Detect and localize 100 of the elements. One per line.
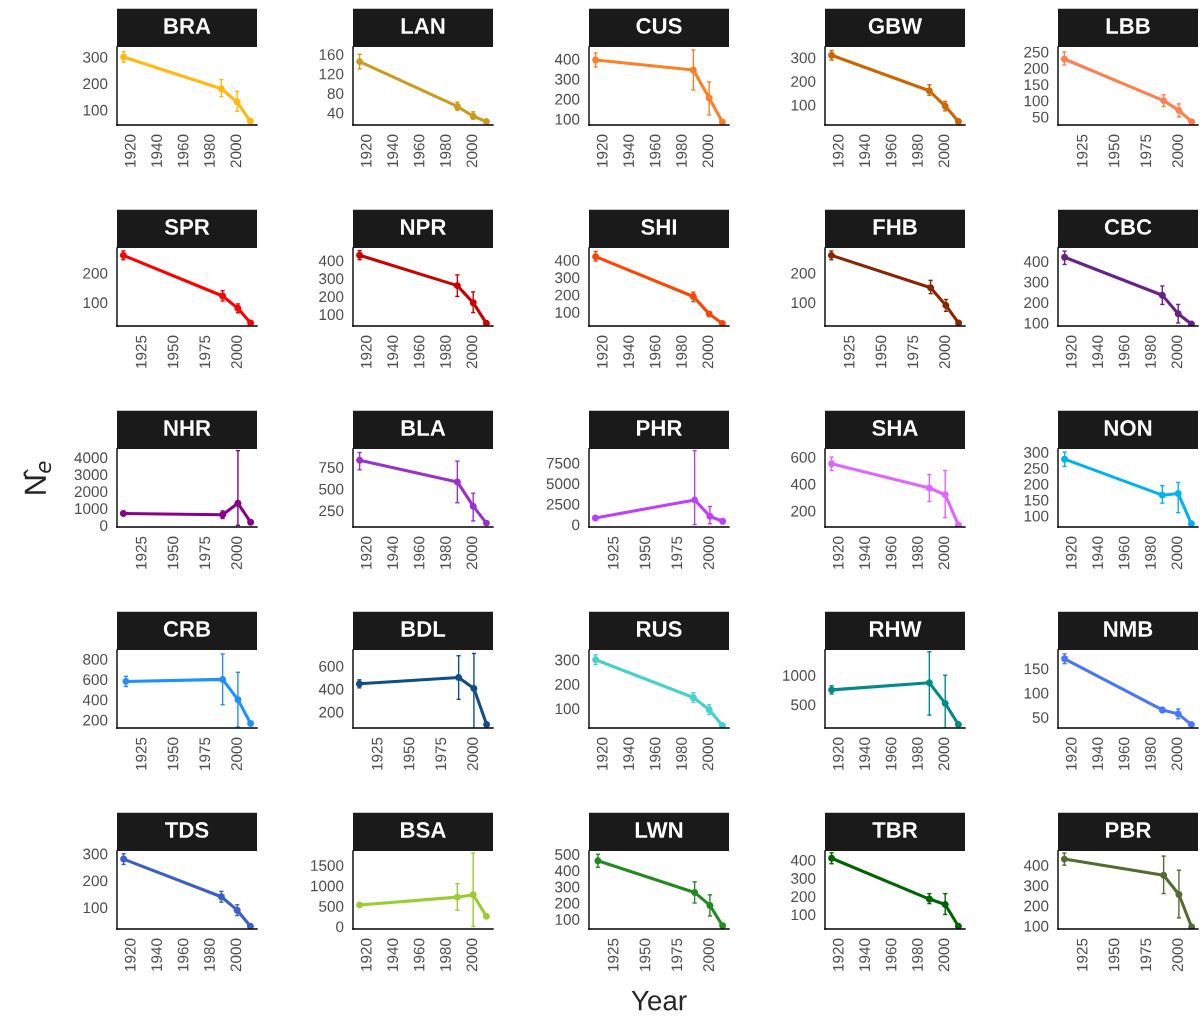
x-tick-label: 2000: [1171, 536, 1183, 570]
x-tick-label: 1960: [413, 536, 425, 569]
x-tick-label: 2000: [231, 335, 243, 369]
chart-title: LBB: [1106, 18, 1150, 34]
x-tick-label: 1980: [440, 536, 451, 569]
y-axis-title: N̂$_{e}$: [23, 461, 52, 494]
x-tick-label: 1920: [124, 938, 136, 971]
y-tick-label: 3000: [74, 469, 108, 481]
y-tick-label: 600: [319, 660, 344, 672]
x-tick-label: 2000: [230, 938, 242, 972]
y-tick-label: 600: [83, 674, 108, 686]
y-tick-label: 200: [83, 875, 108, 887]
chart-title: BLA: [401, 420, 446, 436]
x-tick-label: 1960: [1118, 737, 1130, 770]
x-tick-label: 1960: [885, 134, 897, 167]
chart-title: RUS: [637, 621, 682, 637]
x-tick-label: 1980: [1145, 335, 1156, 368]
x-tick-label: 2000: [939, 335, 951, 369]
y-tick-label: 0: [336, 921, 344, 933]
chart-title: FHB: [873, 219, 917, 235]
y-tick-label: 200: [1024, 62, 1049, 74]
y-tick-label: 100: [555, 703, 580, 715]
x-tick-label: 2000: [466, 134, 478, 168]
x-tick-label: 1950: [403, 737, 415, 770]
x-tick-label: 1925: [1076, 938, 1088, 971]
chart-title: TDS: [165, 822, 209, 838]
chart-title: PBR: [1106, 822, 1151, 838]
chart-title: NHR: [164, 420, 211, 436]
x-tick-label: 2000: [938, 134, 950, 168]
x-tick-label: 1940: [387, 536, 399, 569]
y-tick-label: 200: [555, 93, 580, 105]
x-tick-label: 2000: [467, 737, 479, 771]
x-tick-label: 1975: [199, 335, 211, 368]
y-tick-label: 100: [83, 104, 108, 116]
x-tick-label: 1920: [124, 134, 136, 167]
y-tick-label: 500: [319, 483, 344, 495]
y-tick-label: 5000: [546, 478, 580, 490]
x-tick-label: 1940: [387, 335, 399, 368]
x-tick-label: 1925: [135, 737, 147, 770]
y-tick-label: 200: [555, 289, 580, 301]
x-tick-label: 1920: [832, 737, 844, 770]
y-tick-label: 400: [1023, 256, 1049, 268]
y-tick-label: 150: [1024, 79, 1049, 91]
y-tick-label: 200: [1024, 478, 1049, 490]
y-tick-label: 1000: [75, 503, 108, 515]
x-tick-label: 1950: [639, 938, 651, 971]
y-tick-label: 200: [791, 505, 816, 517]
y-tick-label: 100: [1024, 510, 1049, 522]
x-tick-label: 1920: [832, 536, 844, 569]
chart-title: BRA: [164, 18, 211, 34]
y-tick-label: 200: [791, 76, 816, 87]
y-tick-label: 2000: [74, 486, 108, 498]
x-tick-label: 1980: [676, 134, 687, 167]
chart-title: NPR: [401, 219, 446, 235]
y-tick-label: 400: [554, 53, 580, 65]
x-tick-label: 1960: [413, 134, 425, 167]
x-tick-label: 1980: [1145, 536, 1156, 569]
x-tick-label: 2000: [466, 938, 478, 972]
x-tick-label: 1920: [360, 938, 372, 971]
y-tick-label: 2500: [546, 498, 580, 510]
x-tick-label: 1960: [413, 938, 425, 971]
y-tick-label: 150: [1024, 663, 1049, 675]
y-tick-label: 100: [83, 902, 108, 914]
x-tick-label: 1940: [151, 938, 163, 971]
y-tick-label: 300: [555, 654, 580, 666]
y-tick-label: 400: [790, 854, 816, 866]
x-tick-label: 1980: [676, 335, 687, 368]
y-tick-label: 400: [554, 255, 580, 266]
y-tick-label: 120: [319, 68, 344, 80]
x-tick-label: 1925: [843, 335, 855, 368]
chart-title: SPR: [164, 219, 210, 235]
y-tick-label: 4000: [74, 452, 108, 464]
y-tick-label: 500: [319, 901, 344, 912]
y-tick-label: 100: [83, 297, 108, 309]
x-tick-label: 1975: [671, 938, 683, 971]
x-tick-label: 1960: [177, 134, 189, 167]
x-tick-label: 1960: [1118, 536, 1130, 569]
y-tick-label: 0: [572, 519, 580, 531]
y-tick-label: 100: [555, 307, 580, 318]
x-tick-label: 1920: [832, 134, 844, 167]
y-tick-label: 100: [791, 909, 816, 921]
x-tick-label: 1940: [623, 335, 635, 368]
x-tick-label: 2000: [938, 938, 950, 972]
x-tick-label: 1925: [607, 536, 619, 569]
chart-title: NMB: [1104, 621, 1153, 637]
x-tick-label: 2000: [230, 134, 242, 168]
x-tick-label: 1940: [1092, 737, 1104, 770]
x-tick-label: 1980: [912, 938, 923, 971]
y-tick-label: 600: [791, 451, 816, 463]
y-tick-label: 1000: [783, 670, 816, 681]
x-tick-label: 1920: [360, 134, 372, 167]
chart-title: SHI: [641, 219, 677, 235]
chart-title: GBW: [868, 18, 923, 34]
x-tick-label: 1980: [912, 737, 923, 770]
x-tick-label: 1925: [371, 737, 383, 770]
x-tick-label: 1980: [912, 134, 923, 167]
y-tick-label: 400: [790, 478, 816, 490]
x-tick-label: 1940: [1092, 536, 1104, 569]
chart-title: LAN: [401, 18, 445, 34]
y-tick-label: 100: [1024, 920, 1049, 932]
